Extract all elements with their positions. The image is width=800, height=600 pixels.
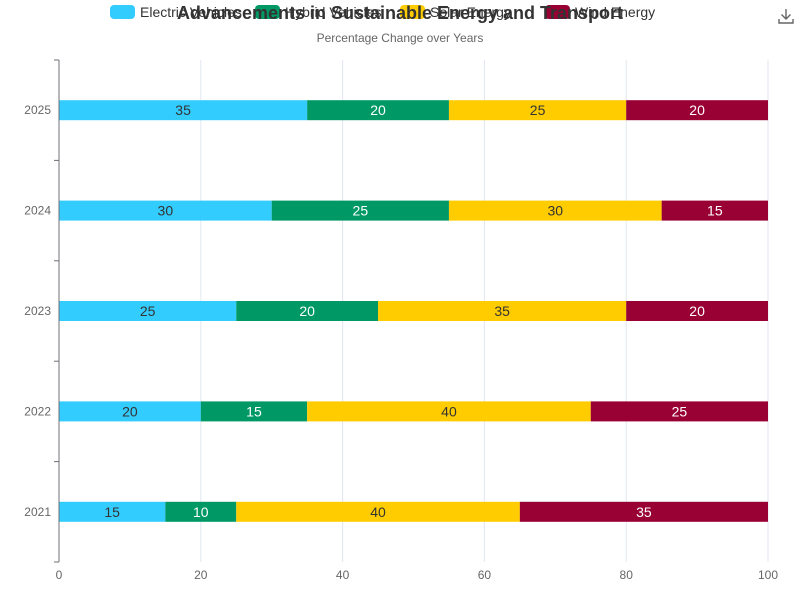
bar-segment[interactable] bbox=[448, 200, 662, 221]
legend-item[interactable]: Solar Energy bbox=[400, 4, 511, 20]
legend-swatch bbox=[255, 5, 280, 19]
bar-segment[interactable] bbox=[307, 100, 449, 121]
y-tick-label: 2023 bbox=[24, 304, 51, 318]
y-tick-label: 2022 bbox=[24, 404, 51, 418]
bar-segment[interactable] bbox=[236, 301, 379, 321]
bar-value-label: 20 bbox=[689, 102, 705, 118]
bar-segment[interactable] bbox=[165, 501, 237, 522]
bar-segment[interactable] bbox=[59, 301, 237, 321]
x-tick-label: 100 bbox=[758, 568, 778, 582]
bar-value-label: 15 bbox=[104, 504, 120, 520]
bar-segment[interactable] bbox=[59, 200, 272, 221]
bar-value-label: 40 bbox=[441, 403, 457, 419]
legend-swatch bbox=[545, 5, 570, 19]
x-tick-label: 20 bbox=[194, 568, 208, 582]
bar-segment[interactable] bbox=[378, 301, 627, 321]
legend-item[interactable]: Electric Vehicles bbox=[110, 4, 242, 20]
bar-value-label: 20 bbox=[370, 102, 386, 118]
bar-value-label: 35 bbox=[494, 303, 510, 319]
chart-title: Advancements in Sustainable Energy and T… bbox=[177, 3, 623, 23]
bar-value-label: 35 bbox=[636, 504, 652, 520]
legend-label: Wind Energy bbox=[575, 4, 655, 20]
chart-subtitle: Percentage Change over Years bbox=[317, 31, 484, 45]
bar-value-label: 25 bbox=[353, 203, 369, 219]
bar-value-label: 20 bbox=[299, 303, 315, 319]
bar-value-label: 30 bbox=[548, 203, 564, 219]
bar-value-label: 25 bbox=[530, 102, 546, 118]
bar-value-label: 25 bbox=[140, 303, 156, 319]
bar-segment[interactable] bbox=[200, 401, 308, 422]
bar-value-label: 30 bbox=[158, 203, 174, 219]
bar-value-label: 15 bbox=[707, 203, 723, 219]
x-tick-label: 0 bbox=[56, 568, 63, 582]
x-tick-label: 80 bbox=[620, 568, 634, 582]
bars: 15 10 40 35 20 15 40 25 25 20 35 20 30 25 30 15 35 20 25 20 bbox=[59, 100, 768, 522]
bar-value-label: 25 bbox=[672, 403, 688, 419]
bar-segment[interactable] bbox=[626, 301, 768, 321]
legend-item[interactable]: Hybrid Vehicles bbox=[255, 4, 382, 20]
y-tick-label: 2024 bbox=[24, 204, 51, 218]
legend[interactable]: Electric Vehicles Hybrid Vehicles Solar En… bbox=[110, 4, 655, 20]
bar-value-label: 35 bbox=[175, 102, 191, 118]
bar-segment[interactable] bbox=[271, 200, 449, 221]
bar-segment[interactable] bbox=[59, 501, 166, 522]
y-tick-label: 2021 bbox=[24, 505, 51, 519]
bar-segment[interactable] bbox=[661, 200, 768, 221]
bar-segment[interactable] bbox=[590, 401, 768, 422]
bar-value-label: 40 bbox=[370, 504, 386, 520]
x-tick-label: 40 bbox=[336, 568, 350, 582]
legend-label: Electric Vehicles bbox=[140, 4, 242, 20]
bar-segment[interactable] bbox=[236, 501, 520, 522]
bar-segment[interactable] bbox=[307, 401, 591, 422]
legend-swatch bbox=[110, 5, 135, 19]
download-icon[interactable] bbox=[778, 9, 794, 24]
bar-segment[interactable] bbox=[448, 100, 627, 121]
x-tick-label: 60 bbox=[478, 568, 492, 582]
legend-label: Solar Energy bbox=[430, 4, 511, 20]
legend-item[interactable]: Wind Energy bbox=[545, 4, 655, 20]
bar-value-label: 15 bbox=[246, 403, 262, 419]
bar-value-label: 20 bbox=[689, 303, 705, 319]
legend-swatch bbox=[400, 5, 425, 19]
bar-value-label: 20 bbox=[122, 403, 138, 419]
bar-segment[interactable] bbox=[626, 100, 768, 121]
bar-segment[interactable] bbox=[59, 401, 201, 422]
bar-value-label: 10 bbox=[193, 504, 209, 520]
bar-segment[interactable] bbox=[59, 100, 308, 121]
legend-label: Hybrid Vehicles bbox=[285, 4, 382, 20]
y-tick-label: 2025 bbox=[24, 103, 51, 117]
bar-segment[interactable] bbox=[519, 501, 768, 522]
